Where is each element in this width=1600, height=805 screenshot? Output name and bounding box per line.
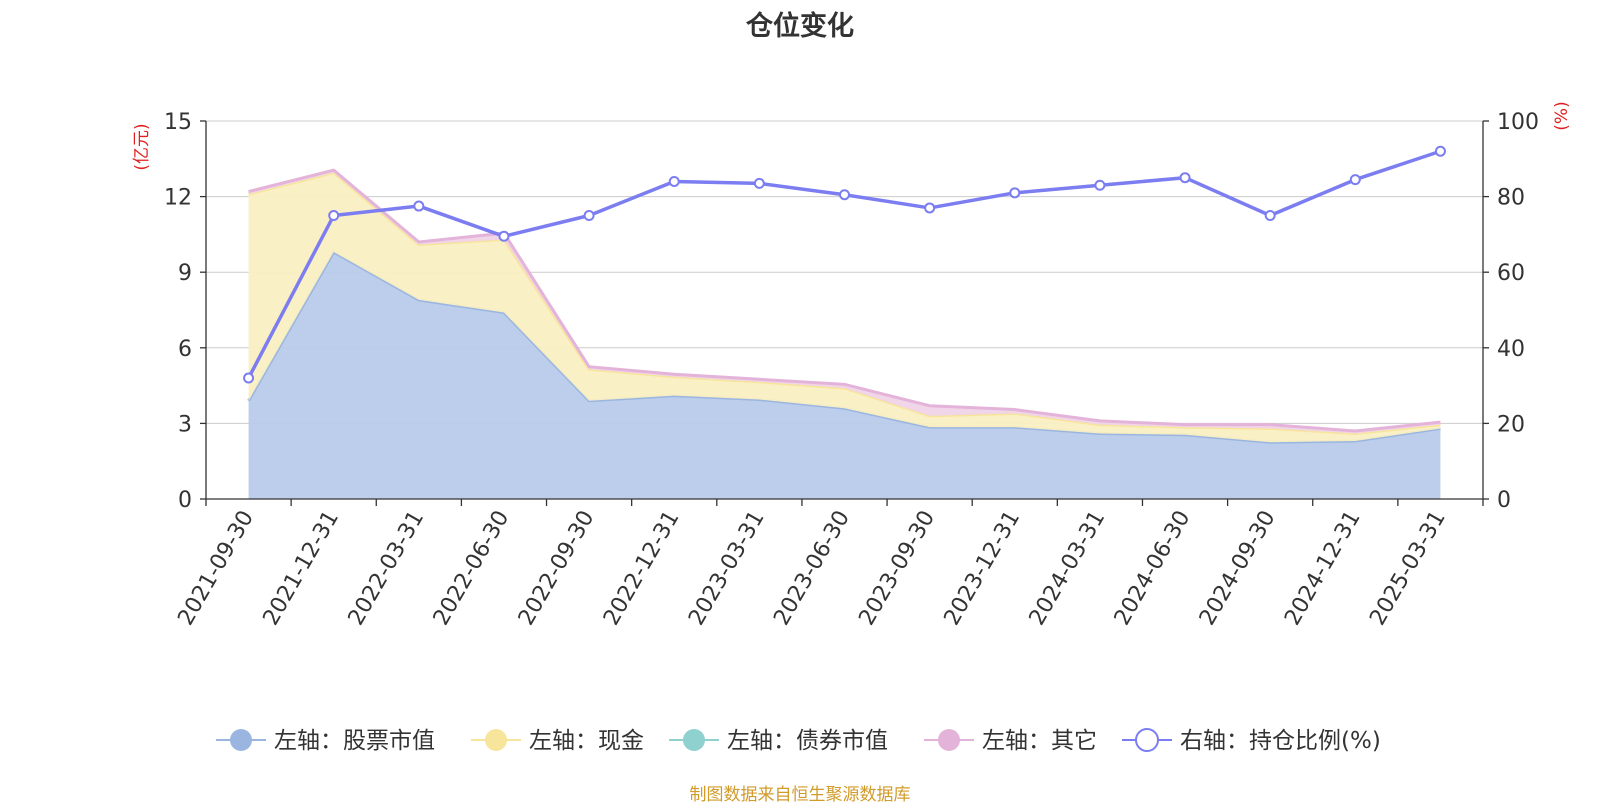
legend-item-bond[interactable]: 左轴：债券市值 — [669, 728, 888, 754]
y-left-tick-label: 6 — [178, 337, 192, 362]
y-left-tick-label: 0 — [178, 488, 192, 513]
x-tick-label: 2021-09-30 — [173, 507, 259, 630]
y-right-unit-label: (%) — [1552, 101, 1572, 130]
legend-item-cash[interactable]: 左轴：现金 — [471, 728, 644, 754]
x-tick-label: 2023-03-31 — [684, 507, 770, 630]
y-left-tick-label: 3 — [178, 412, 192, 437]
x-tick-label: 2022-03-31 — [344, 507, 430, 630]
area-line-other — [248, 168, 1441, 433]
y-left-tick-label: 12 — [164, 186, 192, 211]
legend-label: 右轴：持仓比例(%) — [1180, 728, 1381, 754]
x-tick-label: 2024-09-30 — [1195, 507, 1281, 630]
legend-label: 左轴：其它 — [982, 728, 1097, 754]
y-left-tick-label: 9 — [178, 261, 192, 286]
legend-item-ratio[interactable]: 右轴：持仓比例(%) — [1122, 728, 1381, 754]
line-point-ratio — [1094, 179, 1106, 191]
area-stock — [248, 252, 1441, 499]
filled-circle-icon — [683, 729, 705, 751]
line-point-ratio — [328, 210, 340, 221]
legend-item-stock[interactable]: 左轴：股票市值 — [216, 728, 435, 754]
y-right-tick-label: 20 — [1497, 412, 1525, 437]
legend-label: 左轴：股票市值 — [274, 728, 435, 754]
line-point-ratio — [1179, 172, 1191, 184]
hollow-circle-icon — [1135, 728, 1159, 752]
line-point-ratio — [668, 175, 680, 187]
line-point-ratio — [1264, 210, 1276, 221]
chart-title: 仓位变化 — [746, 11, 854, 42]
x-tick-label: 2024-06-30 — [1110, 507, 1196, 630]
line-point-ratio — [1434, 145, 1446, 157]
line-point-ratio — [839, 189, 850, 201]
y-right-tick-label: 80 — [1497, 186, 1525, 211]
y-right-tick-label: 0 — [1497, 488, 1511, 513]
x-tick-label: 2023-09-30 — [854, 506, 940, 629]
y-right-tick-label: 40 — [1497, 337, 1525, 362]
x-tick-label: 2023-12-31 — [940, 506, 1026, 629]
x-tick-label: 2021-12-31 — [259, 507, 345, 630]
filled-circle-icon — [938, 729, 960, 751]
x-tick-label: 2022-06-30 — [429, 507, 515, 630]
y-right-tick-label: 100 — [1497, 110, 1539, 135]
line-point-ratio — [924, 202, 936, 214]
x-tick-label: 2024-03-31 — [1025, 507, 1111, 630]
y-left-unit-label: (亿元) — [132, 123, 152, 170]
line-point-ratio — [1009, 187, 1021, 199]
filled-circle-icon — [485, 729, 507, 751]
line-point-ratio — [1349, 174, 1361, 186]
line-point-ratio — [498, 230, 510, 242]
data-source-note: 制图数据来自恒生聚源数据库 — [689, 785, 911, 805]
legend-label: 左轴：债券市值 — [727, 728, 888, 754]
line-point-ratio — [583, 210, 595, 221]
y-right-tick-label: 60 — [1497, 261, 1525, 286]
x-tick-label: 2024-12-31 — [1280, 507, 1366, 630]
line-point-ratio — [413, 200, 425, 212]
legend-item-other[interactable]: 左轴：其它 — [924, 728, 1097, 754]
x-tick-label: 2022-09-30 — [514, 507, 600, 630]
x-tick-label: 2025-03-31 — [1365, 507, 1451, 630]
line-point-ratio — [243, 372, 255, 384]
line-point-ratio — [753, 177, 765, 189]
y-left-tick-label: 15 — [164, 110, 192, 135]
x-tick-label: 2022-12-31 — [599, 507, 685, 630]
legend-label: 左轴：现金 — [529, 728, 644, 754]
filled-circle-icon — [230, 729, 252, 751]
x-tick-label: 2023-06-30 — [769, 507, 855, 630]
